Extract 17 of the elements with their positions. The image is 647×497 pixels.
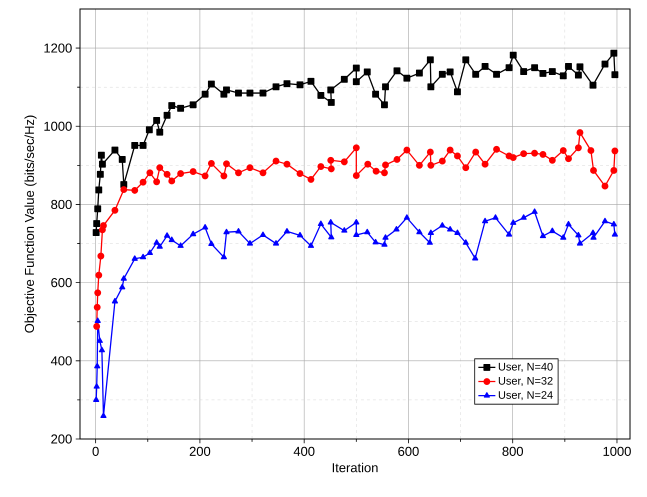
x-tick-label: 200	[190, 446, 210, 456]
legend-label: User, N=32	[498, 376, 553, 386]
y-tick-label: 400	[50, 356, 72, 366]
x-tick-label: 600	[398, 446, 419, 456]
legend-label: User, N=24	[498, 391, 553, 400]
y-tick-label: 800	[51, 200, 72, 210]
y-tick-label: 200	[51, 434, 72, 444]
y-tick-label: 600	[51, 278, 72, 288]
x-tick-label: 800	[502, 446, 524, 456]
y-tick-label: 1200	[44, 44, 72, 53]
y-axis-title: Objective Function Value (bits/sec/Hz)	[24, 116, 37, 333]
y-tick-label: 1000	[44, 122, 72, 131]
x-tick-label: 0	[92, 446, 99, 456]
x-tick-label: 400	[294, 446, 314, 456]
x-axis-title: Iteration	[332, 462, 378, 472]
legend-label: User, N=40	[498, 362, 553, 372]
x-tick-label: 1000	[604, 446, 631, 456]
